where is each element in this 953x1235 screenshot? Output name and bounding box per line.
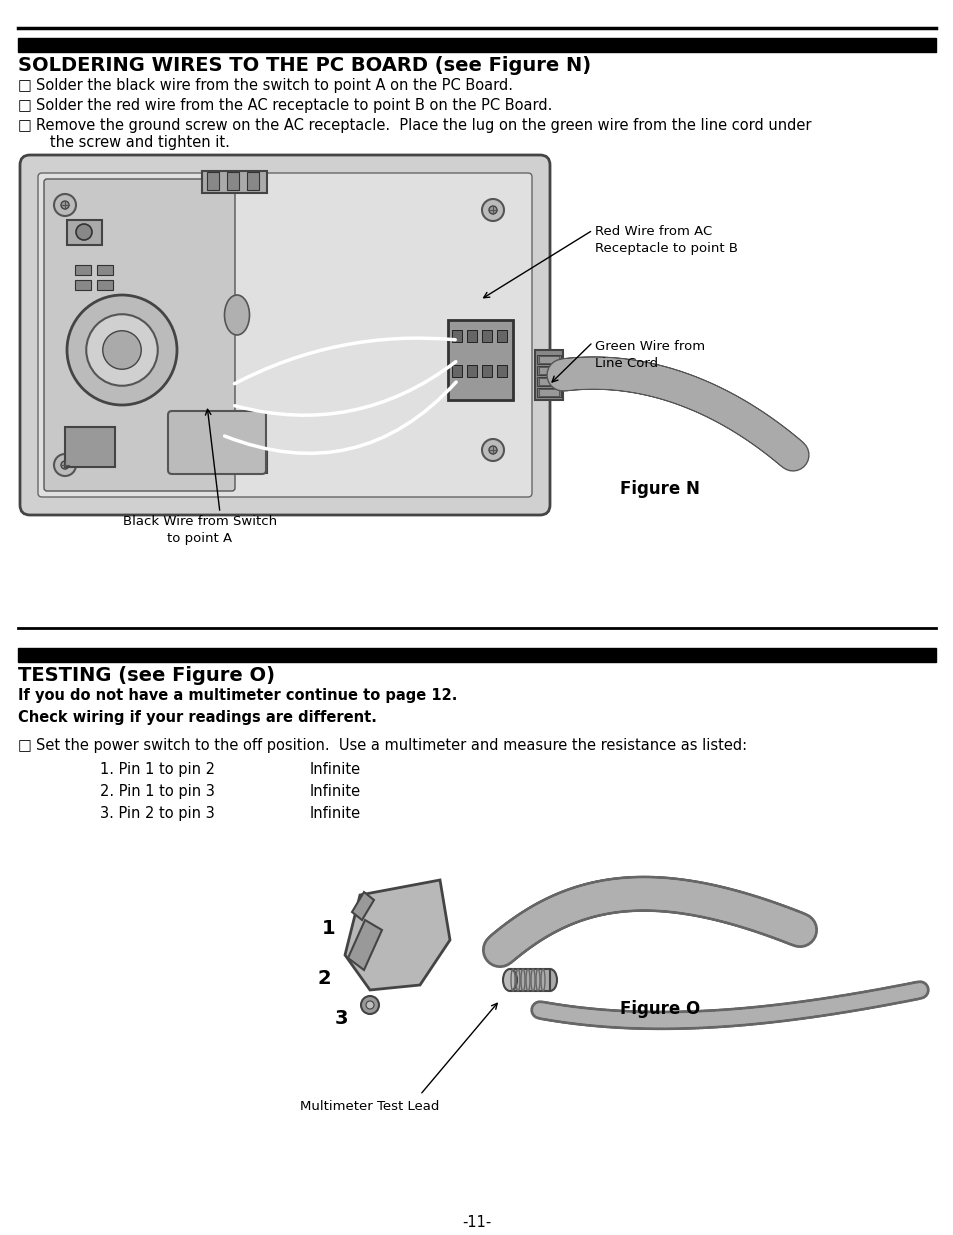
Text: If you do not have a multimeter continue to page 12.: If you do not have a multimeter continue…: [18, 688, 456, 703]
Bar: [497, 366, 506, 377]
Circle shape: [103, 331, 141, 369]
Bar: [202, 170, 267, 193]
Polygon shape: [345, 881, 450, 990]
Bar: [18, 648, 935, 662]
Text: Figure N: Figure N: [619, 480, 700, 498]
Text: Solder the black wire from the switch to point A on the PC Board.: Solder the black wire from the switch to…: [36, 78, 513, 93]
Ellipse shape: [502, 969, 517, 990]
Bar: [18, 38, 935, 52]
Bar: [227, 172, 239, 190]
Circle shape: [54, 454, 76, 475]
Bar: [537, 366, 560, 375]
Circle shape: [54, 194, 76, 216]
Bar: [65, 427, 115, 467]
Text: Green Wire from
Line Cord: Green Wire from Line Cord: [595, 340, 704, 370]
Text: Check wiring if your readings are different.: Check wiring if your readings are differ…: [18, 710, 376, 725]
Bar: [538, 367, 558, 374]
Circle shape: [61, 461, 69, 469]
Text: Set the power switch to the off position.  Use a multimeter and measure the resi: Set the power switch to the off position…: [36, 739, 746, 753]
Bar: [538, 378, 558, 385]
Text: □: □: [18, 78, 31, 93]
FancyBboxPatch shape: [168, 411, 266, 474]
Bar: [467, 330, 476, 342]
Bar: [538, 356, 558, 363]
Circle shape: [366, 1002, 374, 1009]
Text: 1: 1: [322, 919, 335, 937]
Text: Multimeter Test Lead: Multimeter Test Lead: [299, 1100, 439, 1113]
Text: 1. Pin 1 to pin 2: 1. Pin 1 to pin 2: [100, 762, 214, 777]
Circle shape: [61, 201, 69, 209]
FancyBboxPatch shape: [38, 173, 532, 496]
Bar: [67, 220, 102, 245]
Bar: [75, 266, 91, 275]
Bar: [537, 377, 560, 387]
Bar: [537, 354, 560, 364]
Text: Infinite: Infinite: [310, 806, 361, 821]
Text: 2. Pin 1 to pin 3: 2. Pin 1 to pin 3: [100, 784, 214, 799]
Bar: [481, 366, 492, 377]
Bar: [481, 330, 492, 342]
Text: 3: 3: [335, 1009, 348, 1028]
Circle shape: [67, 295, 177, 405]
Bar: [497, 330, 506, 342]
Bar: [452, 366, 461, 377]
Ellipse shape: [224, 295, 250, 335]
Text: Infinite: Infinite: [310, 784, 361, 799]
Text: 2: 2: [317, 968, 332, 988]
Polygon shape: [348, 920, 381, 969]
Circle shape: [489, 446, 497, 454]
Text: -11-: -11-: [462, 1215, 491, 1230]
Bar: [202, 451, 267, 473]
Bar: [467, 366, 476, 377]
Text: □: □: [18, 98, 31, 112]
FancyBboxPatch shape: [44, 179, 234, 492]
Text: □: □: [18, 119, 31, 133]
Text: 3. Pin 2 to pin 3: 3. Pin 2 to pin 3: [100, 806, 214, 821]
Circle shape: [86, 314, 157, 385]
Text: Red Wire from AC
Receptacle to point B: Red Wire from AC Receptacle to point B: [595, 225, 738, 254]
Circle shape: [481, 438, 503, 461]
Bar: [227, 452, 239, 471]
Bar: [207, 452, 219, 471]
Circle shape: [481, 199, 503, 221]
Bar: [510, 969, 550, 990]
FancyBboxPatch shape: [20, 156, 550, 515]
Bar: [75, 280, 91, 290]
Text: Infinite: Infinite: [310, 762, 361, 777]
Bar: [207, 172, 219, 190]
Bar: [97, 266, 112, 275]
Bar: [97, 280, 112, 290]
Text: □: □: [18, 739, 31, 753]
Text: Remove the ground screw on the AC receptacle.  Place the lug on the green wire f: Remove the ground screw on the AC recept…: [36, 119, 811, 151]
Ellipse shape: [542, 969, 557, 990]
Text: TESTING (see Figure O): TESTING (see Figure O): [18, 666, 274, 685]
Circle shape: [76, 224, 91, 240]
Circle shape: [360, 995, 378, 1014]
Bar: [448, 320, 513, 400]
Text: Black Wire from Switch
to point A: Black Wire from Switch to point A: [123, 515, 276, 545]
Bar: [247, 452, 258, 471]
Bar: [538, 389, 558, 396]
Circle shape: [489, 206, 497, 214]
Text: Solder the red wire from the AC receptacle to point B on the PC Board.: Solder the red wire from the AC receptac…: [36, 98, 552, 112]
Bar: [535, 350, 562, 400]
Text: Figure O: Figure O: [619, 1000, 700, 1018]
Bar: [452, 330, 461, 342]
Text: SOLDERING WIRES TO THE PC BOARD (see Figure N): SOLDERING WIRES TO THE PC BOARD (see Fig…: [18, 56, 591, 75]
Polygon shape: [352, 892, 374, 920]
Bar: [537, 388, 560, 396]
Bar: [247, 172, 258, 190]
